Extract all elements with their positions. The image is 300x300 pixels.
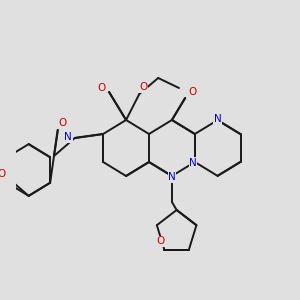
Text: O: O — [157, 236, 165, 247]
Text: O: O — [189, 87, 197, 97]
Text: O: O — [58, 118, 67, 128]
Text: N: N — [214, 114, 222, 124]
Text: N: N — [189, 158, 197, 168]
Text: N: N — [64, 132, 72, 142]
Text: O: O — [98, 83, 106, 93]
Text: O: O — [0, 169, 6, 179]
Text: O: O — [139, 82, 147, 92]
Text: N: N — [168, 172, 176, 182]
